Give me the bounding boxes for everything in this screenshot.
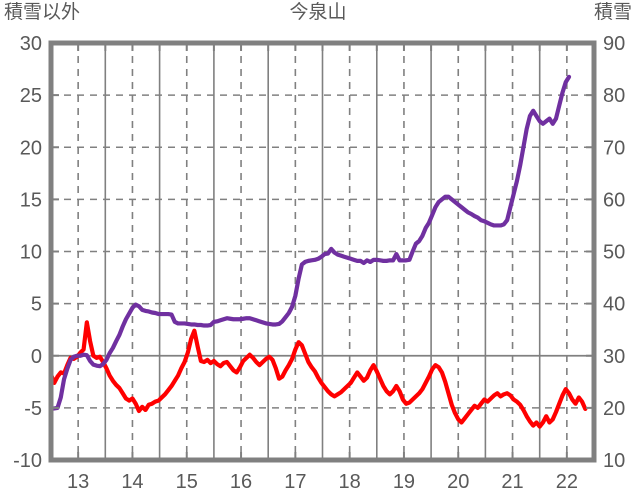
x-tick-label: 21	[501, 471, 523, 493]
y-tick-label: 15	[20, 189, 42, 211]
gridlines	[51, 42, 594, 460]
tick-marks	[51, 43, 594, 460]
x-tick-label: 20	[447, 471, 469, 493]
x-tick-label: 22	[556, 471, 578, 493]
y-tick-label: 30	[20, 33, 42, 55]
series-line-non-snow	[48, 320, 588, 429]
left-axis-title: 積雪以外	[4, 2, 81, 23]
y-tick-label: 0	[31, 346, 42, 368]
x-tick-label: 19	[393, 471, 415, 493]
y2-tick-label: 40	[603, 294, 625, 316]
series-line-snow	[48, 74, 572, 412]
x-tick-label: 17	[284, 471, 306, 493]
y2-tick-label: 80	[603, 85, 625, 107]
right-axis-title: 積雪	[593, 2, 632, 23]
y-tick-label: 25	[20, 85, 42, 107]
page-title: 今泉山	[289, 2, 347, 23]
y2-tick-label: 50	[603, 242, 625, 264]
x-tick-label: 13	[67, 471, 89, 493]
y-tick-label: 5	[31, 294, 42, 316]
y2-tick-label: 90	[603, 33, 625, 55]
y-tick-label: 10	[20, 242, 42, 264]
y-tick-label: 20	[20, 137, 42, 159]
x-tick-label: 18	[339, 471, 361, 493]
y2-tick-label: 70	[603, 137, 625, 159]
x-tick-label: 15	[176, 471, 198, 493]
series-lines	[48, 74, 588, 429]
x-tick-label: 16	[230, 471, 252, 493]
x-tick-label: 14	[121, 471, 143, 493]
y2-tick-label: 20	[603, 398, 625, 420]
y-tick-label: -10	[13, 450, 42, 472]
y2-tick-label: 60	[603, 189, 625, 211]
y2-tick-label: 10	[603, 450, 625, 472]
y-tick-label: -5	[24, 398, 42, 420]
y2-tick-label: 30	[603, 346, 625, 368]
